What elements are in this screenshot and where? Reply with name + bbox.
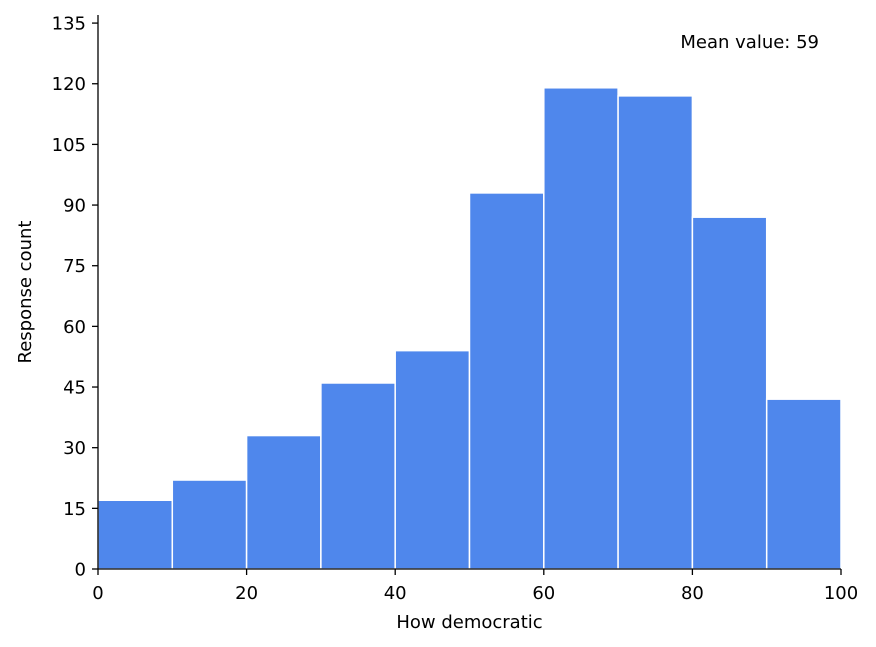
x-axis-title: How democratic <box>396 612 542 633</box>
histogram-bar <box>245 434 322 570</box>
x-tick-label: 0 <box>92 583 103 604</box>
x-tick-label: 20 <box>235 583 258 604</box>
x-tick-label: 60 <box>532 583 555 604</box>
y-tick-label: 60 <box>63 317 86 338</box>
y-tick-label: 75 <box>63 256 86 277</box>
histogram-bar <box>468 192 545 570</box>
y-tick-label: 135 <box>52 14 86 35</box>
x-tick-label: 80 <box>681 583 704 604</box>
histogram-bar <box>617 95 694 570</box>
y-tick-label: 105 <box>52 135 86 156</box>
histogram-bar <box>320 382 396 570</box>
y-tick-label: 30 <box>63 438 86 459</box>
mean-value-annotation: Mean value: 59 <box>680 32 819 53</box>
y-tick-label: 120 <box>52 74 86 95</box>
histogram-bar <box>171 479 248 570</box>
bars-group <box>97 87 842 570</box>
y-tick-label: 45 <box>63 378 86 399</box>
x-tick-label: 40 <box>384 583 407 604</box>
axes-group <box>97 15 841 570</box>
histogram-bar <box>394 349 471 570</box>
y-axis-title: Response count <box>15 221 36 364</box>
y-tick-label: 0 <box>75 560 86 581</box>
histogram-bar <box>765 398 842 570</box>
y-ticks-group: 0 15 30 45 60 75 90 105 120 135 <box>52 14 98 581</box>
y-tick-label: 90 <box>63 196 86 217</box>
y-tick-label: 15 <box>63 499 86 520</box>
x-ticks-group: 0 20 40 60 80 100 <box>92 569 858 604</box>
x-tick-label: 100 <box>824 583 858 604</box>
histogram-bar <box>97 499 174 570</box>
histogram-bar <box>691 216 768 570</box>
histogram-bar <box>543 87 619 570</box>
